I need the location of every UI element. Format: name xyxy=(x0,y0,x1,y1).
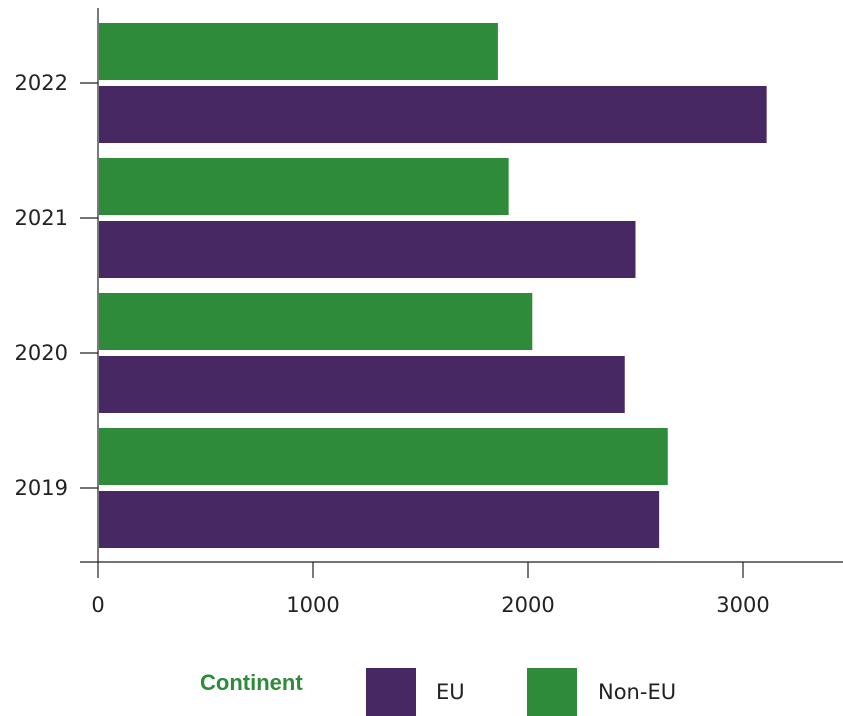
bar-non-eu-2020 xyxy=(99,293,533,350)
y-tick-label-2022: 2022 xyxy=(15,71,68,95)
legend-label-eu: EU xyxy=(436,680,465,704)
x-ticks-group: 0 1000 2000 3000 xyxy=(91,562,770,617)
x-tick-label-3000: 3000 xyxy=(716,593,769,617)
y-tick-label-2020: 2020 xyxy=(15,341,68,365)
y-ticks-group: 2019 2020 2021 2022 xyxy=(15,71,98,500)
bar-eu-2022 xyxy=(99,86,767,143)
legend-label-non-eu: Non-EU xyxy=(598,680,677,704)
bar-eu-2020 xyxy=(99,356,625,413)
x-tick-label-0: 0 xyxy=(91,593,104,617)
bars-group xyxy=(99,23,767,548)
bar-non-eu-2019 xyxy=(99,428,668,485)
bar-non-eu-2021 xyxy=(99,158,509,215)
y-tick-label-2021: 2021 xyxy=(15,206,68,230)
bar-chart: 2019 2020 2021 2022 0 1000 2000 3000 xyxy=(15,8,843,617)
legend-title: Continent xyxy=(200,670,303,695)
bar-eu-2021 xyxy=(99,221,636,278)
bar-non-eu-2022 xyxy=(99,23,498,80)
bar-eu-2019 xyxy=(99,491,660,548)
y-tick-label-2019: 2019 xyxy=(15,476,68,500)
x-tick-label-2000: 2000 xyxy=(501,593,554,617)
legend-swatch-non-eu xyxy=(527,668,577,716)
legend: Continent EU Non-EU xyxy=(0,640,843,716)
legend-swatch-eu xyxy=(366,668,416,716)
x-tick-label-1000: 1000 xyxy=(286,593,339,617)
